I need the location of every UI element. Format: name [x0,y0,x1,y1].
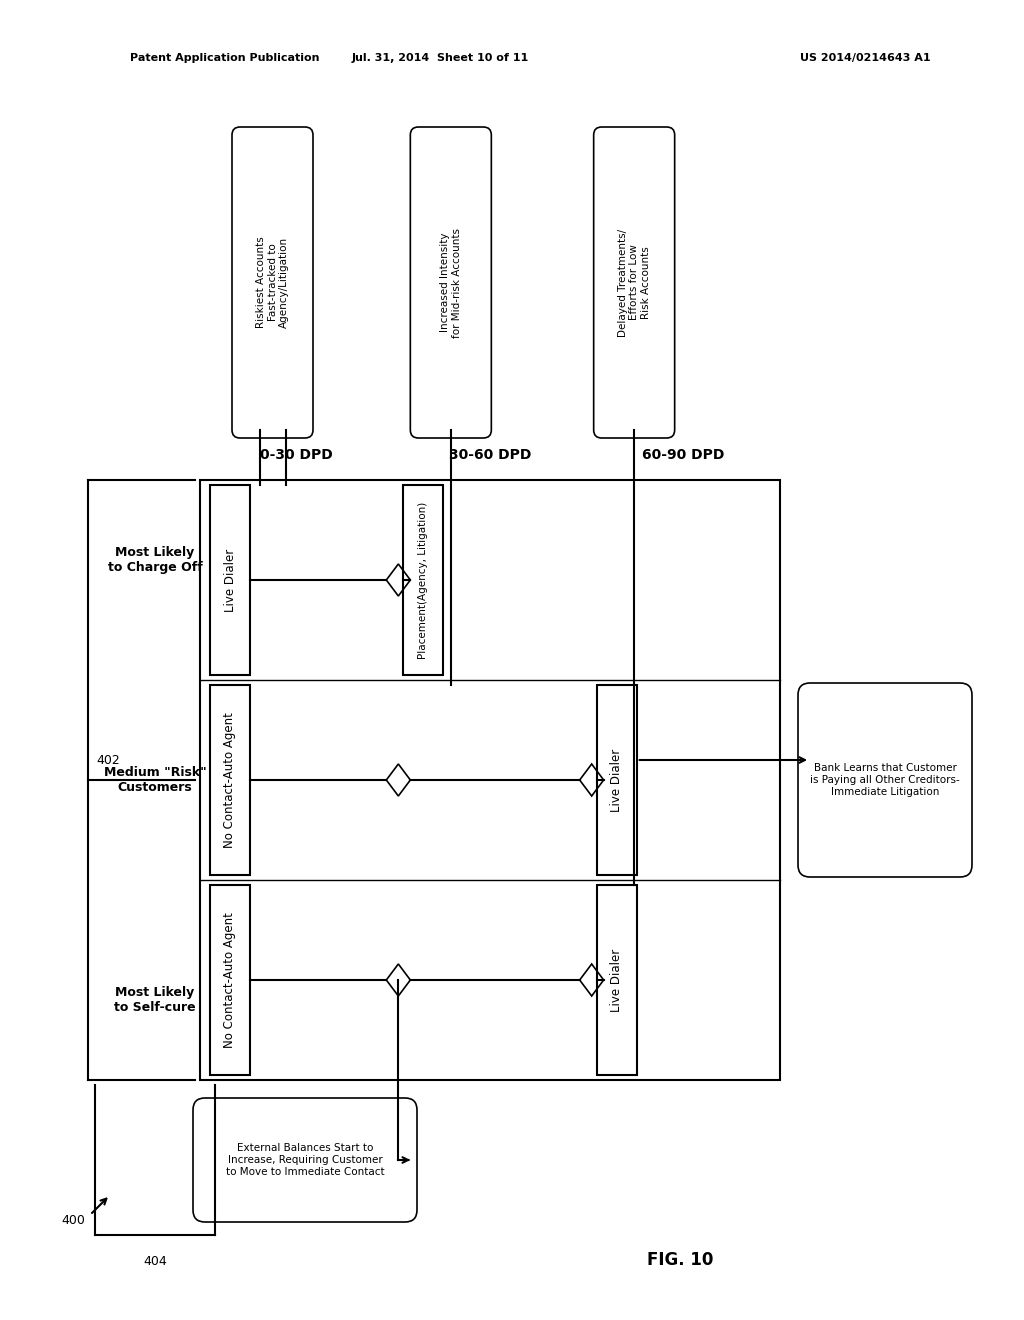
Bar [403,484,443,675]
FancyBboxPatch shape [798,682,972,876]
Text: Bank Learns that Customer
is Paying all Other Creditors-
Immediate Litigation: Bank Learns that Customer is Paying all … [810,763,959,796]
Bar [597,685,637,875]
Text: Jul. 31, 2014  Sheet 10 of 11: Jul. 31, 2014 Sheet 10 of 11 [351,53,528,63]
Text: Increased Intensity
for Mid-risk Accounts: Increased Intensity for Mid-risk Account… [440,227,462,338]
Text: Live Dialer: Live Dialer [223,548,237,611]
FancyBboxPatch shape [594,127,675,438]
Text: No Contact-Auto Agent: No Contact-Auto Agent [223,711,237,847]
Bar [210,685,250,875]
Text: 404: 404 [143,1255,167,1269]
Text: 60-90 DPD: 60-90 DPD [642,447,725,462]
Bar [210,884,250,1074]
Text: Most Likely
to Self-cure: Most Likely to Self-cure [115,986,196,1014]
Text: 30-60 DPD: 30-60 DPD [449,447,531,462]
Text: 0-30 DPD: 0-30 DPD [260,447,333,462]
Text: FIG. 10: FIG. 10 [647,1251,713,1269]
Text: Live Dialer: Live Dialer [610,748,624,812]
Text: Live Dialer: Live Dialer [610,948,624,1011]
Text: No Contact-Auto Agent: No Contact-Auto Agent [223,912,237,1048]
Text: Placement(Agency, Litigation): Placement(Agency, Litigation) [419,502,428,659]
Text: 400: 400 [61,1213,85,1226]
FancyBboxPatch shape [411,127,492,438]
Text: Patent Application Publication: Patent Application Publication [130,53,319,63]
FancyBboxPatch shape [232,127,313,438]
Bar [597,884,637,1074]
Text: 402: 402 [96,754,120,767]
Bar [210,484,250,675]
Text: Delayed Treatments/
Efforts for Low
Risk Accounts: Delayed Treatments/ Efforts for Low Risk… [617,228,651,337]
Text: Riskiest Accounts
Fast-tracked to
Agency/Litigation: Riskiest Accounts Fast-tracked to Agency… [256,236,289,329]
Text: US 2014/0214643 A1: US 2014/0214643 A1 [800,53,931,63]
Text: Medium "Risk"
Customers: Medium "Risk" Customers [103,766,207,795]
Text: External Balances Start to
Increase, Requiring Customer
to Move to Immediate Con: External Balances Start to Increase, Req… [225,1143,384,1176]
Text: Most Likely
to Charge Off: Most Likely to Charge Off [108,546,203,574]
FancyBboxPatch shape [193,1098,417,1222]
Bar [200,480,780,1080]
